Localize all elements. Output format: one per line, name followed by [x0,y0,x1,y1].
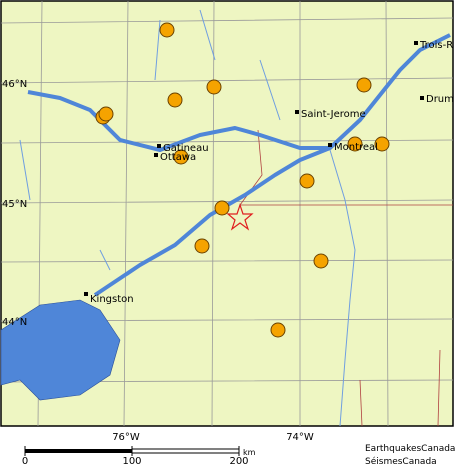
scale-unit: km [243,448,256,457]
graticule [0,0,454,427]
place-label: Gatineau [163,143,209,154]
scale-bar [24,446,240,456]
lat-label: 45°N [2,199,27,210]
place-label: Kingston [90,294,134,305]
lon-label: 74°W [286,432,314,443]
credit: EarthquakesCanada [365,444,455,454]
place-label: Saint-Jerome [301,109,366,120]
cities [84,41,424,296]
scale-label: 200 [229,456,248,467]
credit: SéismesCanada [365,456,437,467]
place-label: Drum [426,94,454,105]
place-label: Trois-R [419,40,453,51]
lat-label: 44°N [2,317,27,328]
place-label: Montreal [334,142,378,153]
place-label: Ottawa [160,152,196,163]
earthquakes [95,22,390,338]
water [0,9,451,427]
scale-label: 0 [22,456,28,467]
lon-label: 76°W [112,432,140,443]
lat-label: 46°N [2,79,27,90]
scale-label: 100 [122,456,141,467]
